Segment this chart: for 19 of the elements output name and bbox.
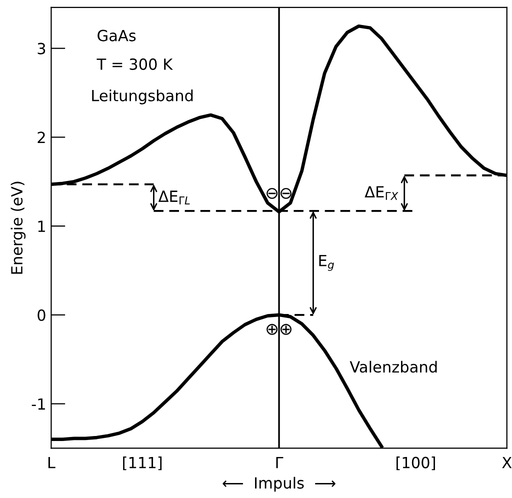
annotation: ΔE$_{ΓX}$ <box>364 186 398 200</box>
annotation: E$_{g}$ <box>319 254 334 271</box>
annotation: ΔE$_{ΓL}$ <box>158 190 190 204</box>
x-axis-title: ⟵ Impuls ⟶ <box>222 476 336 492</box>
annotation: GaAs <box>98 30 136 42</box>
x-tick-label: [111] <box>123 456 162 470</box>
y-tick-label: 1 <box>38 220 45 232</box>
y-tick-label: 0 <box>38 309 46 321</box>
y-tick-label: 3 <box>38 42 46 54</box>
x-tick-label: L <box>48 457 56 468</box>
y-axis-title: Energie (eV) <box>10 182 26 274</box>
x-tick-label: Γ <box>276 457 284 468</box>
series-label: Leitungsband <box>92 90 193 104</box>
y-tick-label: 2 <box>38 132 45 144</box>
annotation: T = 300 K <box>96 58 173 70</box>
x-tick-label: X <box>502 457 512 468</box>
series-label: Valenzband <box>350 360 437 373</box>
y-tick-label: -1 <box>32 398 45 410</box>
x-tick-label: [100] <box>396 456 435 470</box>
